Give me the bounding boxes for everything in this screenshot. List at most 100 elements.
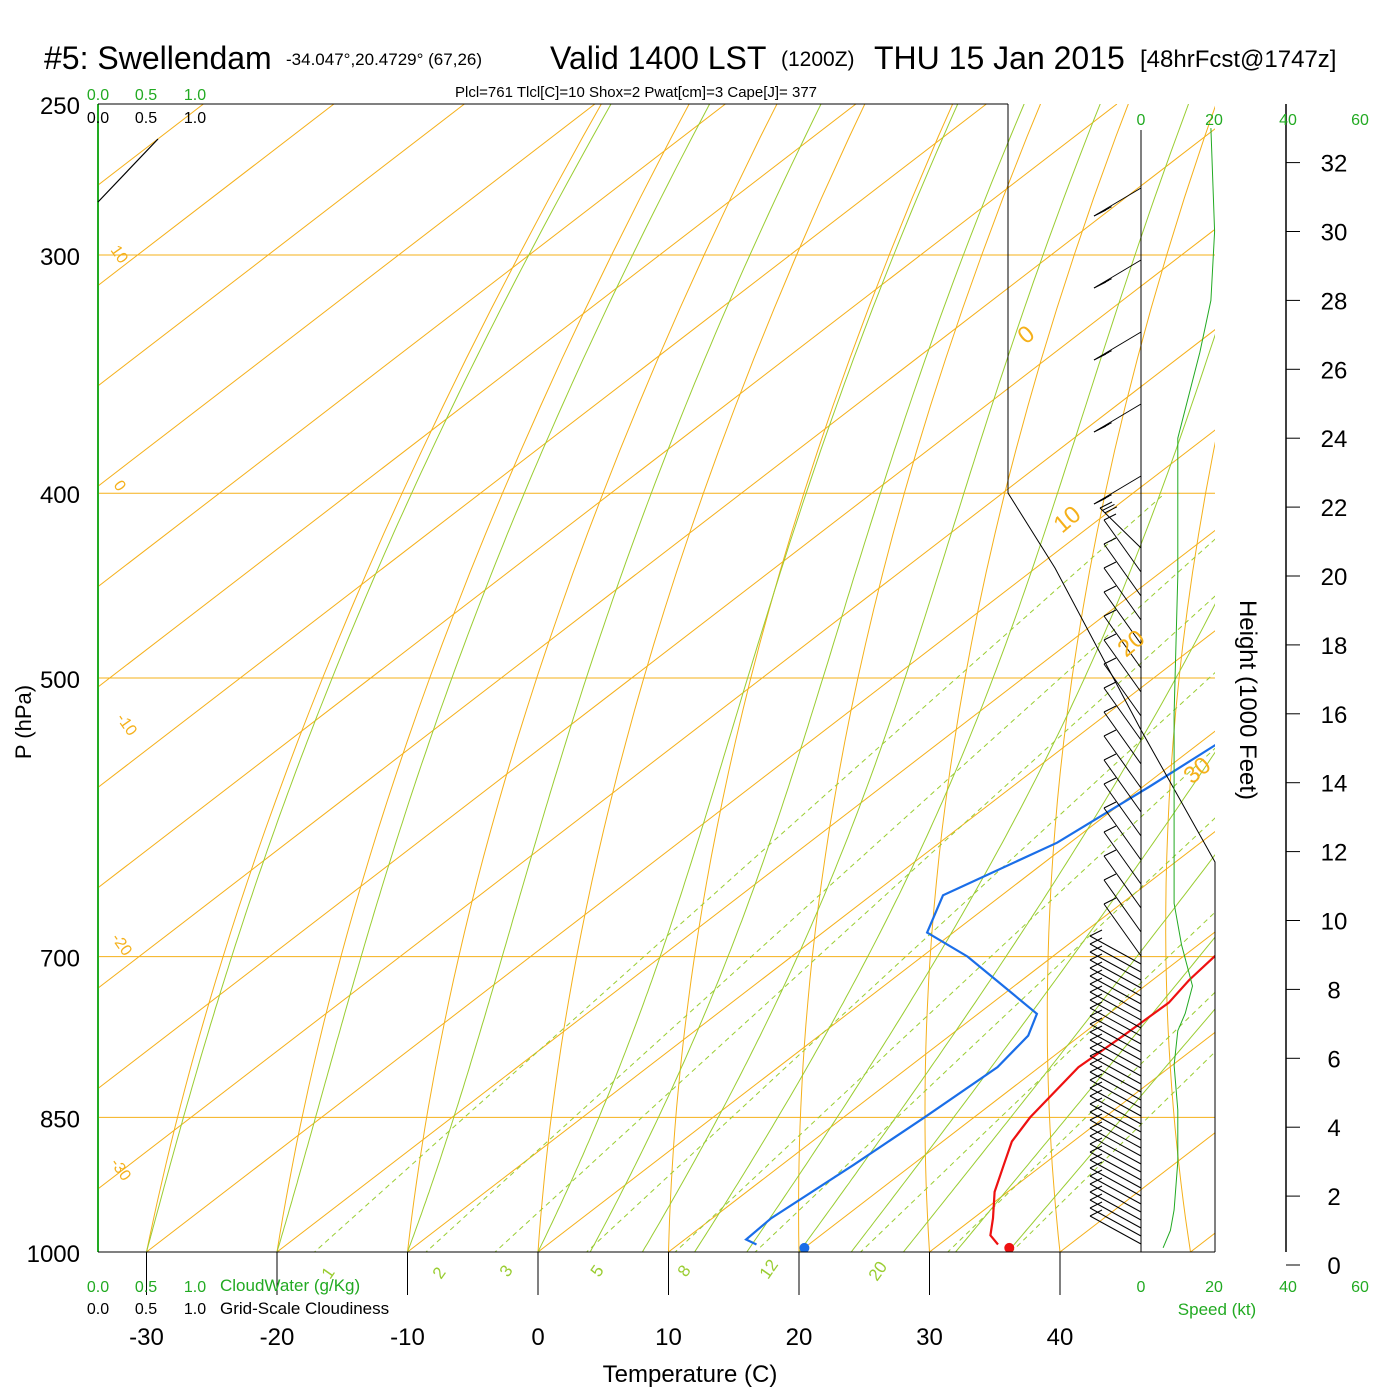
dry-adiabat-line [1392,70,1400,1252]
speed-scale-top: 40 [1279,112,1297,129]
wind-barb [1103,657,1142,717]
wind-barb-feather [1089,953,1103,961]
mixing-ratio-line [947,991,1215,1252]
isotherm-line [1321,104,1400,1252]
cloudiness-scale-top: 0.0 [87,110,109,127]
height-axis-label: Height (1000 Feet) [1234,600,1261,800]
wind-barb-staff [1089,1143,1142,1173]
wind-barb-staff [1089,1175,1142,1205]
isotherm-line [407,630,1215,1252]
wind-barb [1089,977,1142,1013]
wind-barb [1089,1177,1142,1213]
pressure-tick-label: 850 [40,1106,80,1133]
dry-adiabat-line [146,104,602,1252]
dry-adiabat-line [1281,70,1400,1252]
wind-barb-staff [1089,1119,1142,1149]
wind-barb [1089,1017,1142,1053]
mixing-ratio-line [494,595,1215,1252]
wind-barb-staff [1103,783,1142,837]
wind-barb-feather [1089,1065,1103,1073]
sounding-indices: Plcl=761 Tlcl[C]=10 Shox=2 Pwat[cm]=3 Ca… [455,84,818,101]
wind-barb-feather [1089,1025,1103,1033]
wind-barb-feather [1103,585,1117,593]
wind-barb [1089,1145,1142,1181]
isotherm-line [146,429,1215,1252]
wind-barb [1089,969,1142,1005]
plot-frame [97,103,1287,1253]
isotherm-line [98,104,726,588]
x-tick-label: 20 [786,1324,813,1351]
wind-barb-staff [1103,591,1142,645]
wind-barb-feather [1089,1097,1103,1105]
wind-barb-staff [1089,1039,1142,1069]
height-tick-label: 32 [1321,151,1348,178]
wind-barb-feather [1089,929,1103,937]
wind-barb-feather [1089,1129,1103,1137]
wind-barb [1089,1121,1142,1157]
wind-barb-staff [1089,935,1142,965]
moist-adiabat-line [537,104,959,1252]
wind-barb-feather [1089,1161,1103,1169]
wind-barb-staff [1089,1167,1142,1197]
wind-barb [1089,993,1142,1029]
height-tick-label: 2 [1327,1184,1340,1211]
wind-barb [1093,187,1142,217]
wind-barb-feather [1089,1105,1103,1113]
wind-barb [1103,801,1142,861]
cloudiness-scale-top: 1.0 [184,110,206,127]
wind-barb-staff [1089,1087,1142,1117]
wind-barb [1089,1153,1142,1189]
wind-barb [1089,1049,1142,1085]
dry-adiabat-line [668,104,954,1252]
wind-barb [1103,729,1142,789]
mixing-ratio-label: 5 [587,1262,608,1281]
wind-barb [1103,849,1142,909]
moist-adiabat-line [850,751,1215,1252]
cloud-water-label: CloudWater (g/Kg) [220,1276,360,1295]
wind-barb [1103,681,1142,741]
wind-barb [1089,1105,1142,1141]
mixing-ratio-line [859,911,1215,1252]
wind-barb [1089,1025,1142,1061]
wind-barb-feather [1089,1201,1103,1209]
wind-barb [1089,1057,1142,1093]
dry-adiabat-line [537,104,866,1252]
wind-barb-staff [1089,1063,1142,1093]
station-title: #5: Swellendam [44,40,272,76]
moist-adiabat-line [407,104,822,1252]
wind-barb-feather [1089,1089,1103,1097]
wind-barb-feather [1089,1033,1103,1041]
height-tick-label: 20 [1321,564,1348,591]
wind-barb-feather [1103,657,1117,665]
dry-adiabat-line [407,104,778,1252]
wind-barb [1093,403,1142,433]
isotherm-line [98,104,1118,889]
wind-barb [1103,609,1142,669]
dry-adiabat-line [1165,441,1215,1252]
isotherm-line [98,228,1215,1090]
wind-barb-staff [1103,735,1142,789]
speed-scale-bottom: 40 [1279,1279,1297,1296]
wind-barb [1093,331,1142,361]
wind-barb-staff [1089,1159,1142,1189]
wind-barb-staff [1089,943,1142,973]
height-tick-label: 26 [1321,357,1348,384]
wind-barb-feather [1089,1009,1103,1017]
wind-barb-staff [1103,903,1142,957]
moist-adiabat-label: 30 [1179,752,1217,790]
wind-barb-staff [1089,1215,1142,1245]
wind-barb [1103,537,1142,597]
wind-barb-feather [1103,825,1117,833]
background-grid [98,70,1400,1252]
isotherm-line [98,104,857,688]
wind-barb [1089,1033,1142,1069]
wind-barb-feather [1089,1185,1103,1193]
wind-barb-feather [1099,501,1113,509]
wind-barb-staff [1103,687,1142,741]
dry-adiabat-label: -30 [107,1156,134,1185]
wind-barb-feather [1103,633,1117,641]
wind-barb-staff [1089,1031,1142,1061]
wind-barb-staff [1089,991,1142,1021]
wind-speed-line [1162,128,1216,1248]
moist-adiabat-line [903,854,1215,1252]
